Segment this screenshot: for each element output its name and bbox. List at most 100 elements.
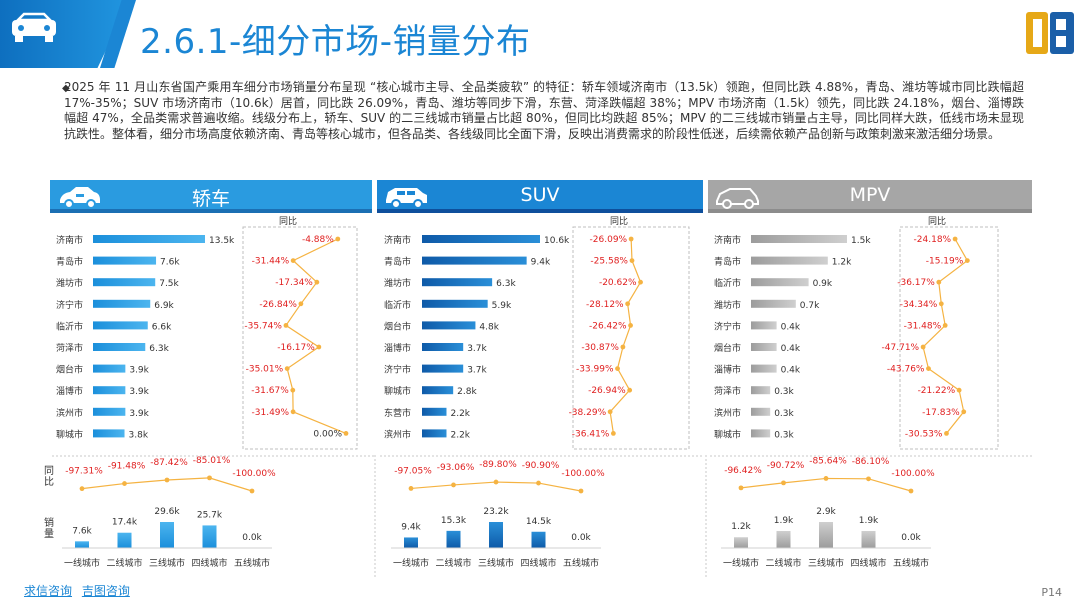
- city-value-label: 3.7k: [467, 344, 487, 354]
- city-value-label: 3.9k: [129, 366, 149, 376]
- tier-yoy-label: -100.00%: [232, 469, 276, 479]
- yoy-point: [942, 323, 948, 328]
- city-label: 青岛市: [384, 256, 411, 268]
- tier-bar: [75, 541, 89, 548]
- city-bar: [422, 364, 464, 373]
- row-label-yoy: 同比: [44, 466, 54, 488]
- yoy-value-label: -25.58%: [590, 257, 628, 267]
- city-value-label: 2.2k: [450, 409, 470, 419]
- city-label: 滨州市: [714, 407, 741, 419]
- tier-value-label: 17.4k: [112, 518, 138, 528]
- city-label: 烟台市: [714, 342, 741, 354]
- city-value-label: 6.3k: [149, 344, 169, 354]
- tier-category-label: 四线城市: [191, 557, 227, 569]
- yoy-point: [290, 409, 296, 415]
- footer-link-1[interactable]: 求信咨询: [24, 584, 73, 598]
- city-bar: [93, 407, 126, 416]
- city-label: 济宁市: [384, 364, 411, 376]
- yoy-point: [938, 301, 944, 307]
- tier-value-label: 23.2k: [483, 507, 509, 517]
- yoy-point: [335, 236, 341, 242]
- yoy-point: [283, 323, 289, 328]
- city-bar: [93, 386, 126, 395]
- yoy-point: [936, 279, 942, 285]
- tier-bar: [202, 525, 217, 548]
- tier-value-label: 14.5k: [526, 517, 552, 527]
- yoy-value-label: -21.22%: [918, 386, 956, 396]
- city-value-label: 7.5k: [159, 279, 179, 289]
- yoy-point: [625, 301, 631, 307]
- panel-title-sedan: 轿车: [191, 188, 230, 210]
- yoy-value-label: -28.12%: [586, 300, 624, 310]
- panel-header-bg: [377, 180, 703, 213]
- city-bar: [93, 235, 205, 243]
- city-value-label: 1.5k: [851, 236, 871, 246]
- tier-yoy-label: -86.10%: [852, 457, 890, 467]
- yoy-value-label: -35.01%: [246, 365, 284, 375]
- tier-category-label: 五线城市: [893, 557, 929, 569]
- yoy-value-label: -17.34%: [275, 278, 313, 288]
- city-value-label: 3.8k: [129, 430, 149, 440]
- city-label: 济南市: [384, 234, 411, 246]
- city-bar: [93, 343, 146, 351]
- city-bar: [93, 299, 151, 308]
- yoy-frame: [572, 226, 690, 450]
- tier-category-label: 一线城市: [393, 557, 429, 569]
- city-value-label: 0.4k: [781, 344, 801, 354]
- tier-yoy-point: [122, 481, 127, 486]
- suv-car-icon: [386, 188, 427, 209]
- city-value-label: 6.6k: [152, 322, 172, 332]
- city-label: 潍坊市: [384, 277, 411, 289]
- yoy-value-label: -16.17%: [277, 343, 315, 353]
- tier-value-label: 1.2k: [731, 522, 751, 532]
- tier-value-label: 9.4k: [401, 522, 421, 532]
- city-bar: [751, 321, 777, 330]
- yoy-point: [290, 387, 296, 393]
- yoy-value-label: -26.09%: [590, 235, 628, 245]
- city-value-label: 6.9k: [154, 301, 174, 311]
- city-bar: [93, 429, 125, 438]
- city-label: 聊城市: [384, 385, 411, 397]
- tier-yoy-point: [823, 476, 829, 481]
- yoy-point: [944, 431, 949, 436]
- panel-header-mpv: MPV: [708, 180, 1032, 213]
- city-bar: [751, 343, 777, 351]
- yoy-value-label: -31.67%: [251, 386, 289, 396]
- city-bar: [751, 429, 771, 438]
- yoy-point: [343, 431, 349, 436]
- tier-bar: [489, 522, 503, 548]
- city-label: 东营市: [384, 407, 411, 419]
- city-value-label: 3.7k: [467, 366, 487, 376]
- city-label: 滨州市: [384, 428, 411, 440]
- tier-yoy-label: -93.06%: [437, 463, 475, 473]
- yoy-point: [607, 409, 613, 415]
- panel-header-suv: SUV: [377, 180, 703, 213]
- mpv-car-icon: [716, 188, 759, 209]
- tier-yoy-point: [908, 488, 914, 494]
- city-label: 青岛市: [714, 256, 741, 268]
- city-label: 潍坊市: [714, 299, 741, 311]
- yoy-value-label: -43.76%: [887, 365, 925, 375]
- city-bar: [422, 299, 488, 308]
- city-bar: [422, 235, 540, 243]
- yoy-point: [926, 366, 931, 371]
- footer-link-2[interactable]: 吉图咨询: [81, 584, 130, 598]
- tier-category-label: 三线城市: [808, 557, 844, 569]
- city-value-label: 0.3k: [774, 409, 794, 419]
- city-bar: [751, 278, 809, 287]
- tier-value-label: 7.6k: [72, 526, 92, 536]
- yoy-point: [628, 323, 633, 328]
- city-bar: [422, 386, 454, 395]
- yoy-point: [964, 258, 970, 263]
- tier-yoy-label: -96.42%: [724, 466, 762, 476]
- tier-yoy-point: [738, 485, 744, 491]
- tier-value-label: 15.3k: [441, 516, 467, 526]
- tier-yoy-point: [451, 482, 456, 488]
- yoy-point: [298, 301, 304, 307]
- city-label: 菏泽市: [56, 342, 83, 354]
- city-value-label: 1.2k: [832, 258, 852, 268]
- city-value-label: 3.9k: [129, 387, 149, 397]
- city-label: 济南市: [714, 234, 741, 246]
- city-value-label: 0.7k: [800, 301, 820, 311]
